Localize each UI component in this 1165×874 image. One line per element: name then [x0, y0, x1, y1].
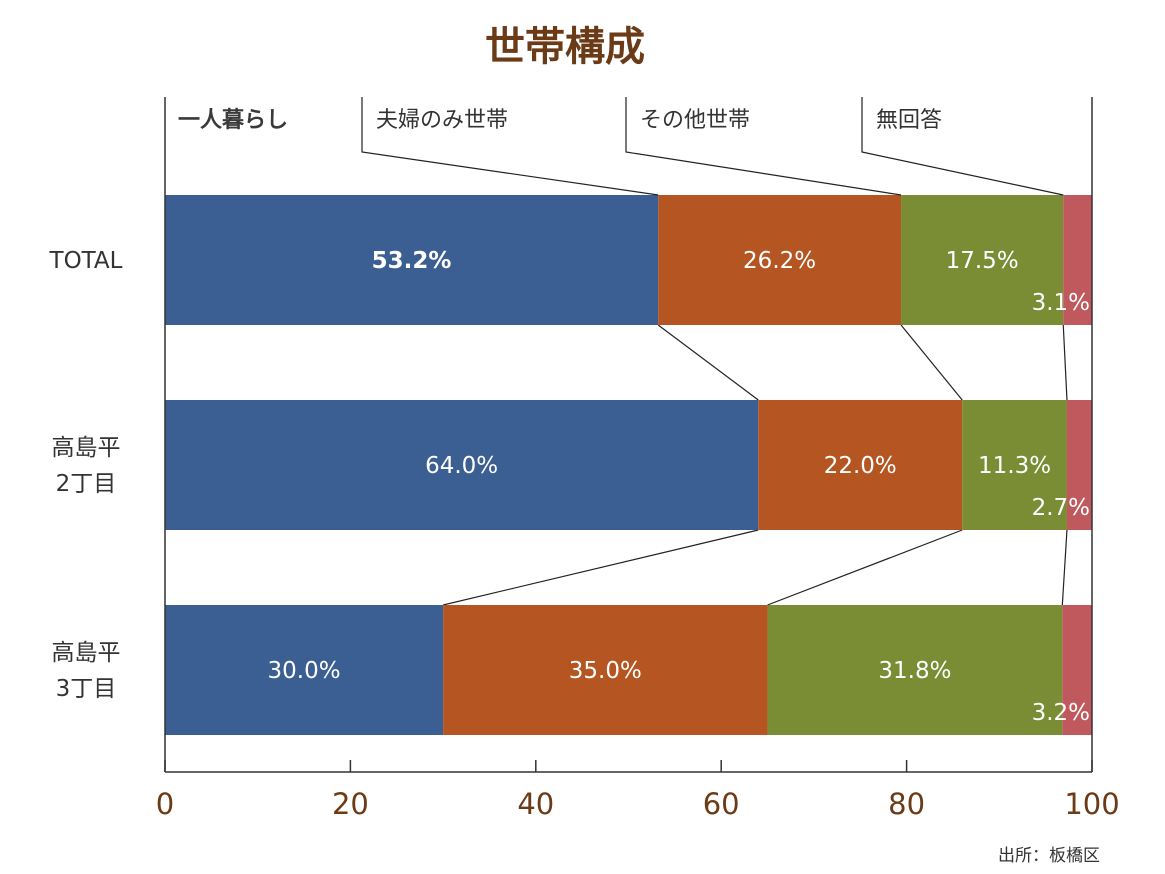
x-tick-label-80: 80 — [888, 787, 925, 821]
value-label-1-category-1: 53.2% — [372, 248, 452, 274]
value-label-3-category-2: 11.3% — [978, 453, 1051, 479]
x-tick-label-0: 0 — [156, 787, 174, 821]
connector-line — [900, 324, 963, 401]
x-tick-label-20: 20 — [332, 787, 369, 821]
chart-title: 世帯構成 — [485, 24, 645, 70]
x-tick-label-40: 40 — [517, 787, 554, 821]
category-label-2-line-2: 2丁目 — [56, 471, 117, 497]
bar-segment-2-category-1 — [658, 195, 902, 325]
category-label-1-line-1: TOTAL — [49, 248, 123, 274]
bar-segment-2-category-2 — [758, 400, 963, 530]
connector-line — [442, 529, 759, 606]
connector-line — [657, 324, 759, 401]
legend-label-2: 夫婦のみ世帯 — [376, 108, 508, 133]
bar-segment-3-category-3 — [767, 605, 1063, 735]
bars-group: 53.2% 26.2% 17.5% 3.1% 64.0% 22.0% 11.3% 2.7% 30… — [165, 195, 1092, 735]
legend-leader-line — [861, 97, 1064, 196]
bar-segment-1-category-1 — [165, 195, 659, 325]
connector-line — [1061, 529, 1068, 606]
bar-segment-4-category-3 — [1062, 605, 1092, 735]
value-label-2-category-3: 35.0% — [569, 658, 642, 684]
x-tick-label-100: 100 — [1064, 787, 1119, 821]
legend-label-4: 無回答 — [876, 108, 942, 133]
category-label-2-line-1: 高島平 — [52, 435, 121, 461]
legend-leader-line — [625, 97, 902, 196]
connector-lines — [442, 324, 1068, 606]
connector-line — [767, 529, 963, 606]
value-label-2-category-1: 26.2% — [743, 248, 816, 274]
legend-label-1: 一人暮らし — [178, 108, 288, 133]
x-tick-label-60: 60 — [703, 787, 740, 821]
bar-segment-1-category-2 — [165, 400, 759, 530]
category-label-3-line-2: 3丁目 — [56, 676, 117, 702]
bar-segment-2-category-3 — [443, 605, 768, 735]
value-label-4-category-2: 2.7% — [1032, 495, 1090, 521]
legend-leader-line — [361, 97, 659, 196]
value-label-3-category-1: 17.5% — [946, 248, 1019, 274]
bar-segment-4-category-1 — [1063, 195, 1092, 325]
value-label-1-category-3: 30.0% — [268, 658, 341, 684]
bar-segment-3-category-2 — [962, 400, 1067, 530]
value-label-4-category-3: 3.2% — [1032, 700, 1090, 726]
source-note: 出所：板橋区 — [998, 846, 1100, 866]
legend: 一人暮らし 夫婦のみ世帯 その他世帯 無回答 — [178, 97, 1064, 196]
axes: 0 20 40 60 80 100 — [156, 97, 1120, 821]
value-label-3-category-3: 31.8% — [878, 658, 951, 684]
bar-segment-4-category-2 — [1066, 400, 1092, 530]
legend-label-3: その他世帯 — [640, 108, 750, 133]
bar-segment-3-category-1 — [901, 195, 1064, 325]
value-label-1-category-2: 64.0% — [425, 453, 498, 479]
value-label-4-category-1: 3.1% — [1032, 290, 1090, 316]
bar-segment-1-category-3 — [165, 605, 444, 735]
category-label-3-line-1: 高島平 — [52, 640, 121, 666]
connector-line — [1062, 324, 1068, 401]
value-label-2-category-2: 22.0% — [824, 453, 897, 479]
